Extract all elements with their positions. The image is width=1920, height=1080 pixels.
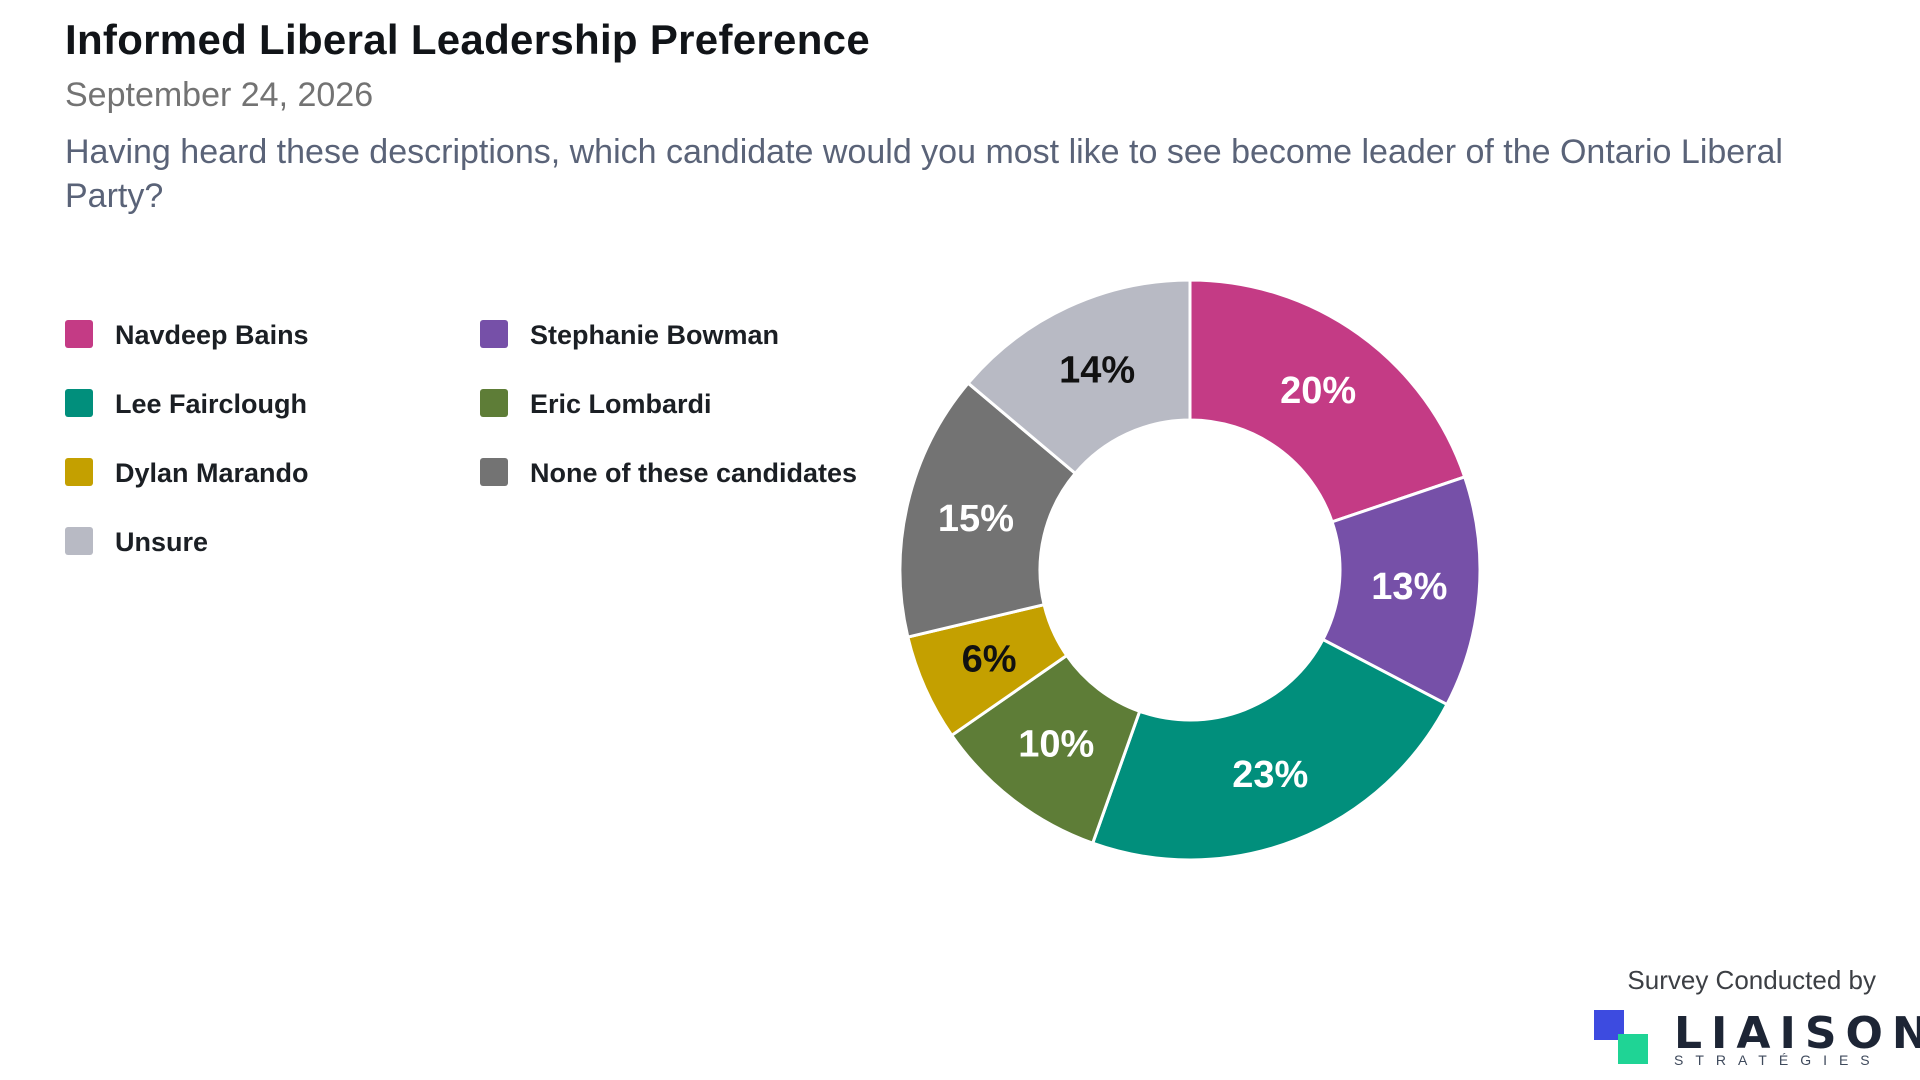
chart-legend: Navdeep Bains Stephanie Bowman Lee Fairclo…	[65, 320, 900, 596]
slice-value-label: 13%	[1371, 566, 1447, 608]
survey-date: September 24, 2026	[65, 76, 374, 114]
legend-label: Eric Lombardi	[530, 389, 712, 419]
legend-swatch	[65, 527, 93, 555]
donut-slice-none-of-these-candidates	[898, 381, 1078, 639]
slice-value-label: 10%	[1018, 724, 1094, 766]
legend-label: Navdeep Bains	[115, 320, 309, 350]
slice-value-label: 14%	[1059, 350, 1135, 392]
legend-swatch	[480, 389, 508, 417]
slice-value-label: 20%	[1280, 370, 1356, 412]
legend-item: None of these candidates	[480, 458, 900, 527]
legend-item: Navdeep Bains	[65, 320, 480, 389]
slice-value-label: 23%	[1232, 754, 1308, 796]
legend-item: Unsure	[65, 527, 480, 596]
legend-swatch	[65, 320, 93, 348]
legend-label: Unsure	[115, 527, 209, 557]
donut-chart: 20% 13% 23% 10% 6% 15% 14%	[898, 278, 1482, 862]
legend-label: Stephanie Bowman	[530, 320, 780, 350]
legend-swatch	[65, 389, 93, 417]
donut-slice-lee-fairclough	[1090, 637, 1449, 862]
brand-subtitle: STRATÉGIES	[1674, 1052, 1882, 1068]
survey-credit: Survey Conducted by	[1627, 965, 1876, 995]
donut-slice-unsure	[966, 278, 1192, 476]
logo-mark-icon	[1594, 1010, 1648, 1064]
legend-item: Dylan Marando	[65, 458, 480, 527]
legend-label: Lee Fairclough	[115, 389, 308, 419]
legend-item: Eric Lombardi	[480, 389, 900, 458]
chart-title: Informed Liberal Leadership Preference	[65, 16, 870, 63]
legend-swatch	[480, 320, 508, 348]
survey-question: Having heard these descriptions, which c…	[65, 133, 1783, 215]
slice-value-label: 6%	[962, 639, 1017, 681]
donut-slice-navdeep-bains	[1188, 278, 1467, 524]
legend-label: Dylan Marando	[115, 458, 309, 488]
donut-slice-stephanie-bowman	[1320, 475, 1482, 707]
slice-value-label: 15%	[938, 498, 1014, 540]
legend-item: Lee Fairclough	[65, 389, 480, 458]
legend-swatch	[65, 458, 93, 486]
brand-name: LIAISON	[1674, 1008, 1920, 1059]
brand-logo: LIAISON STRATÉGIES	[1594, 1008, 1920, 1070]
legend-item: Stephanie Bowman	[480, 320, 900, 389]
legend-label: None of these candidates	[530, 458, 858, 488]
legend-swatch	[480, 458, 508, 486]
